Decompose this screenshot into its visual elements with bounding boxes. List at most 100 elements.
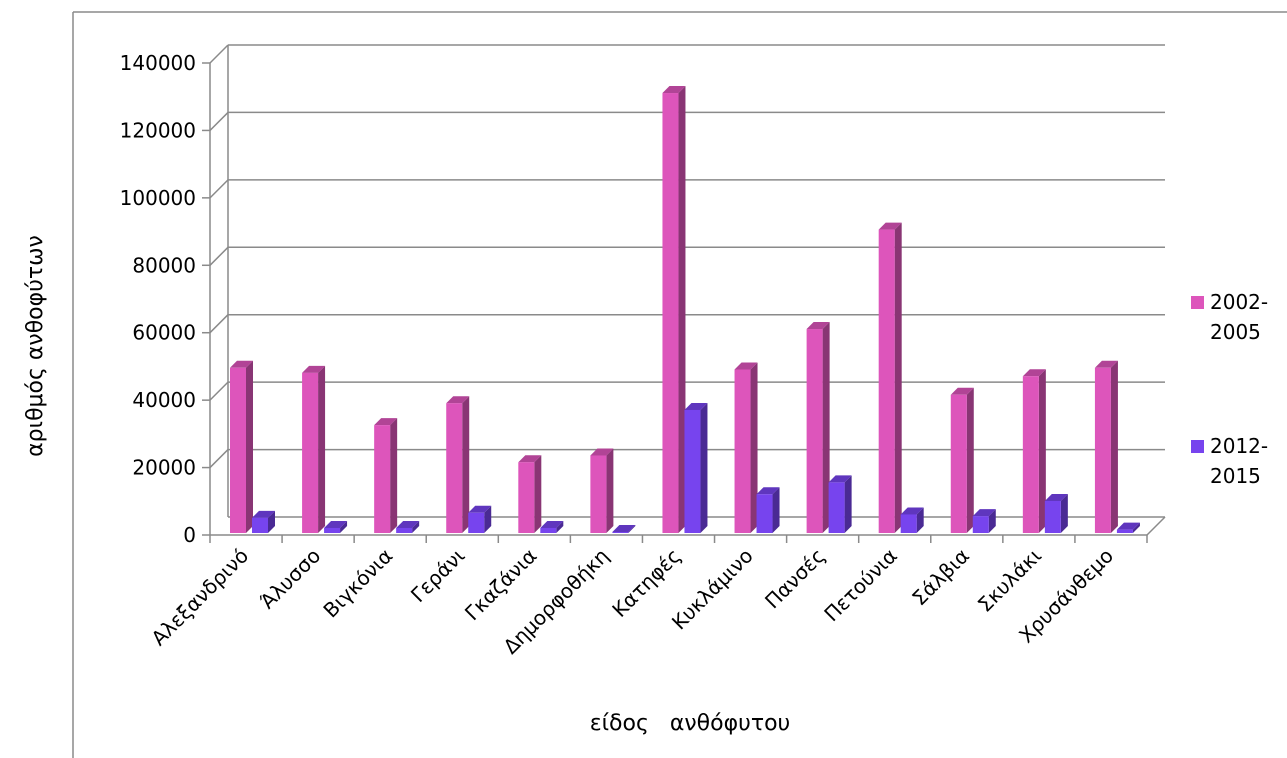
bar-2012-2015-σκυλάκι — [1044, 493, 1068, 533]
gridline-side — [209, 111, 229, 131]
bar-2012-2015-άλυσσο — [324, 520, 348, 533]
bar-2012-2015-αλεξανδρινό — [252, 510, 275, 533]
bar-side — [822, 322, 830, 533]
bar-side — [772, 487, 780, 533]
bar-side — [412, 520, 420, 533]
bar-side — [556, 520, 564, 533]
gridline-side — [209, 314, 229, 334]
bar-side — [606, 448, 614, 533]
bar-side — [318, 365, 326, 533]
bar-front — [756, 494, 773, 533]
bar-top — [612, 524, 636, 532]
bar-top — [828, 475, 852, 483]
bar-front — [972, 516, 989, 533]
bar-side — [462, 396, 470, 533]
bar-2012-2015-γκαζάνια — [540, 520, 564, 533]
bar-front — [396, 527, 413, 533]
bar-2002-2005-σάλβια — [950, 387, 974, 533]
bar-front — [612, 531, 629, 533]
x-tick-label-σκυλάκι: Σκυλάκι — [973, 543, 1046, 616]
bar-2012-2015-δημορφοθήκη — [612, 524, 636, 533]
bar-2002-2005-κατηφές — [662, 86, 686, 534]
bar-top — [540, 520, 564, 528]
bar-front — [900, 514, 917, 533]
legend-label-2002-2005-line2: 2005 — [1210, 320, 1261, 344]
x-tick-label-γεράνι: Γεράνι — [406, 543, 470, 607]
y-tick-label: 0 — [183, 523, 196, 547]
labels-layer: 0 20000 40000 60000 80000 100000 120000 140000 Α… — [120, 51, 1118, 659]
bar-2012-2015-κυκλάμινο — [756, 487, 780, 533]
floor-right-edge — [1146, 516, 1166, 536]
bar-side — [390, 418, 398, 533]
bar-front — [734, 369, 751, 533]
bar-2002-2005-αλεξανδρινό — [230, 360, 253, 533]
bar-2012-2015-γεράνι — [468, 505, 492, 533]
gridline-side — [209, 179, 229, 199]
bar-top — [900, 507, 924, 515]
bar-front — [302, 372, 319, 533]
bar-2002-2005-γεράνι — [446, 396, 470, 533]
bar-top — [806, 322, 830, 330]
legend-label-2012-2015-line2: 2015 — [1210, 464, 1261, 488]
bar-top — [950, 387, 974, 395]
bar-2002-2005-πετούνια — [878, 222, 902, 534]
bar-side — [1110, 360, 1118, 533]
bar-front — [374, 425, 391, 533]
legend-swatch-2012-2015 — [1191, 440, 1204, 453]
y-tick-label: 120000 — [120, 118, 196, 142]
gridline-side — [209, 246, 229, 266]
bar-top — [374, 418, 398, 426]
bar-side — [678, 86, 686, 534]
y-axis-title: αριθμός ανθοφύτων — [23, 235, 48, 457]
bar-top — [446, 396, 470, 404]
legend-swatch-2002-2005 — [1191, 296, 1204, 309]
bar-2002-2005-βιγκόνια — [374, 418, 398, 533]
bar-front — [446, 403, 463, 533]
bar-side — [484, 505, 492, 533]
bar-2012-2015-βιγκόνια — [396, 520, 420, 533]
bar-2012-2015-πανσές — [828, 475, 852, 533]
y-tick-label: 40000 — [132, 388, 196, 412]
bar-side — [750, 362, 758, 533]
bar-2002-2005-γκαζάνια — [518, 455, 542, 533]
bar-top — [590, 448, 614, 456]
axis-layer — [202, 62, 1166, 543]
bar-front — [1094, 367, 1111, 533]
bar-top — [662, 86, 686, 94]
bar-side — [1060, 493, 1068, 533]
x-tick-label-πανσές: Πανσές — [760, 544, 830, 614]
bar-top — [468, 505, 492, 513]
bar-2002-2005-σκυλάκι — [1022, 369, 1046, 533]
bar-top — [518, 455, 542, 463]
gridline-side — [209, 449, 229, 469]
legend: 2002- 2005 2012- 2015 — [1191, 290, 1268, 488]
bar-side — [894, 222, 902, 534]
bar-front — [1116, 529, 1133, 533]
bar-2002-2005-άλυσσο — [302, 365, 326, 533]
x-axis-title: είδος ανθόφυτου — [590, 711, 791, 736]
bar-2012-2015-σάλβια — [972, 509, 996, 533]
bar-top — [684, 402, 708, 410]
bar-side — [916, 507, 924, 533]
x-tick-label-αλεξανδρινό: Αλεξανδρινό — [146, 544, 253, 651]
bar-front — [878, 229, 895, 534]
bar-top — [734, 362, 758, 370]
y-tick-label: 100000 — [120, 186, 196, 210]
bar-front — [252, 517, 268, 533]
bar-front — [518, 462, 535, 533]
gridline-side — [209, 44, 229, 64]
bar-side — [700, 402, 708, 533]
bars-layer — [230, 86, 1140, 534]
bar-side — [844, 475, 852, 533]
bar-side — [988, 509, 996, 533]
bar-top — [252, 510, 275, 518]
bar-2002-2005-κυκλάμινο — [734, 362, 758, 533]
bar-top — [1044, 493, 1068, 501]
bar-2012-2015-χρυσάνθεμο — [1116, 522, 1140, 533]
bar-front — [540, 527, 557, 533]
bar-2012-2015-πετούνια — [900, 507, 924, 533]
y-tick-label: 140000 — [120, 51, 196, 75]
bar-front — [468, 512, 485, 533]
bar-2012-2015-κατηφές — [684, 402, 708, 533]
